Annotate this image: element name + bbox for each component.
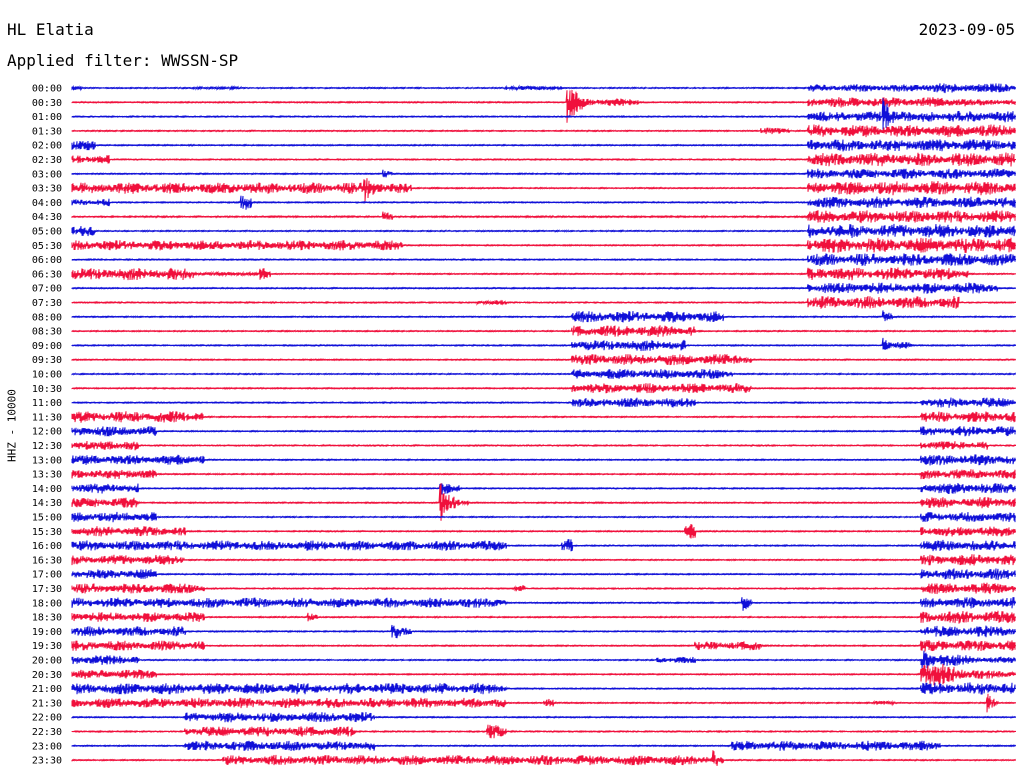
time-label: 09:30: [32, 355, 62, 366]
time-label: 19:00: [32, 627, 62, 638]
time-label-group: 00:00 00:30 01:00 01:30 02:00 02:30 03:00 03:30…: [32, 84, 62, 767]
time-label: 17:00: [32, 570, 62, 581]
time-label: 13:30: [32, 470, 62, 481]
time-label: 07:30: [32, 298, 62, 309]
time-label: 21:00: [32, 684, 62, 695]
trace-row: [71, 750, 1016, 766]
time-label: 22:00: [32, 713, 62, 724]
time-label: 03:30: [32, 184, 62, 195]
time-label: 16:30: [32, 555, 62, 566]
time-label: 18:30: [32, 613, 62, 624]
time-label: 15:00: [32, 513, 62, 524]
time-label: 05:30: [32, 241, 62, 252]
time-label: 23:30: [32, 756, 62, 767]
time-label: 17:30: [32, 584, 62, 595]
trace-row: [71, 337, 1016, 352]
trace-row: [71, 482, 1016, 496]
time-label: 20:00: [32, 656, 62, 667]
time-label: 12:30: [32, 441, 62, 452]
time-label: 00:30: [32, 98, 62, 109]
trace-row: [71, 597, 1016, 611]
time-label: 09:00: [32, 341, 62, 352]
time-label: 01:30: [32, 126, 62, 137]
time-label: 02:30: [32, 155, 62, 166]
time-label: 23:00: [32, 741, 62, 752]
time-label: 07:00: [32, 284, 62, 295]
station-name: HL Elatia: [7, 20, 94, 39]
time-label: 20:30: [32, 670, 62, 681]
trace-row: [71, 178, 1016, 202]
filter-label: Applied filter: WWSSN-SP: [7, 51, 239, 70]
time-label: 10:00: [32, 370, 62, 381]
time-label: 21:30: [32, 698, 62, 709]
time-label: 05:00: [32, 227, 62, 238]
time-label: 15:30: [32, 527, 62, 538]
time-label: 04:30: [32, 212, 62, 223]
time-label: 00:00: [32, 84, 62, 95]
time-label: 18:00: [32, 598, 62, 609]
time-label: 01:00: [32, 112, 62, 123]
time-label: 08:30: [32, 327, 62, 338]
trace-group: [71, 83, 1016, 766]
time-label: 22:30: [32, 727, 62, 738]
time-label: 10:30: [32, 384, 62, 395]
time-label: 14:30: [32, 498, 62, 509]
time-label: 08:00: [32, 312, 62, 323]
time-label: 11:30: [32, 412, 62, 423]
time-label: 06:30: [32, 269, 62, 280]
time-label: 04:00: [32, 198, 62, 209]
time-label: 14:00: [32, 484, 62, 495]
time-label: 19:30: [32, 641, 62, 652]
time-label: 11:00: [32, 398, 62, 409]
time-label: 02:00: [32, 141, 62, 152]
record-date: 2023-09-05: [918, 20, 1015, 39]
time-label: 06:00: [32, 255, 62, 266]
time-label: 03:00: [32, 169, 62, 180]
time-label: 13:00: [32, 455, 62, 466]
time-label: 12:00: [32, 427, 62, 438]
time-label: 16:00: [32, 541, 62, 552]
